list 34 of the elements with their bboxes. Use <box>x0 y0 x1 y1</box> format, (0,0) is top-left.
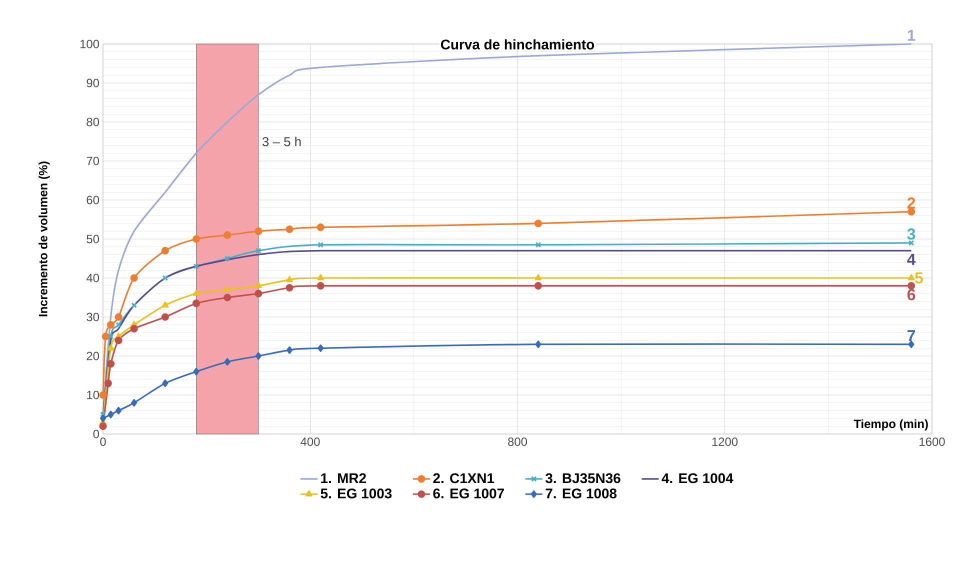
legend-label: 1. MR2 <box>321 473 366 484</box>
text: 1 <box>908 30 916 41</box>
band-label: 3 – 5 h <box>262 136 301 146</box>
x-tick-label: 400 <box>300 438 320 446</box>
annotation: 6 <box>907 288 916 300</box>
x-tick-label: 1200 <box>712 438 738 446</box>
annotation: 5 <box>914 272 923 284</box>
legend-label: 6. EG 1007 <box>433 488 504 498</box>
annotation: 3 <box>907 228 916 240</box>
y-tick-label: 50 <box>86 234 100 244</box>
y-tick-label: 40 <box>86 274 100 282</box>
annotation: 2 <box>907 197 916 209</box>
legend-label: 7. EG 1008 <box>546 488 617 498</box>
x-axis-title: Tiempo (min) <box>854 419 928 430</box>
y-tick-label: 20 <box>86 352 100 360</box>
y-tick-label: 10 <box>87 390 100 400</box>
x-tick-label: 1600 <box>920 438 945 446</box>
annotation: 4 <box>907 254 916 265</box>
chart-title: Curva de hinchamiento <box>440 39 594 50</box>
legend-label: 4. EG 1004 <box>662 473 734 484</box>
x-tick-label: 0 <box>100 438 106 446</box>
y-tick-label: 0 <box>93 430 100 438</box>
y-tick-label: 80 <box>86 118 100 126</box>
x-tick-label: 800 <box>508 438 528 446</box>
legend-label: 5. EG 1003 <box>320 488 392 498</box>
legend-label: 3. BJ35N36 <box>545 473 620 484</box>
y-tick-label: 60 <box>86 196 100 204</box>
y-tick-label: 70 <box>86 156 100 166</box>
y-tick-label: 30 <box>86 312 100 322</box>
legend-label: 2. C1XN1 <box>433 473 494 484</box>
y-tick-label: 90 <box>86 78 100 88</box>
y-axis-title: Incremento de volumen (%) <box>38 162 50 316</box>
annotation: 7 <box>908 330 916 342</box>
y-tick-label: 100 <box>80 40 100 48</box>
